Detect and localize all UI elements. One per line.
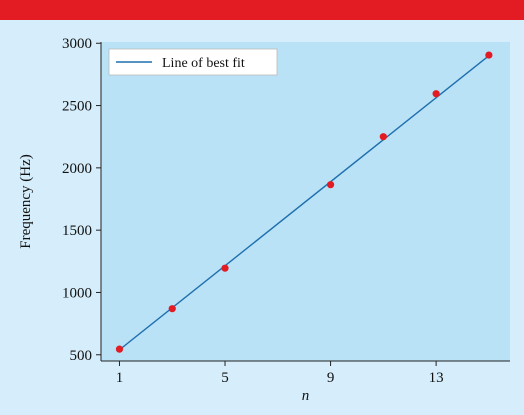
header-accent-bar <box>0 0 524 20</box>
y-tick-label: 500 <box>70 348 93 364</box>
x-tick-label: 1 <box>116 370 124 386</box>
y-tick-label: 2500 <box>62 99 92 115</box>
data-points <box>115 51 493 353</box>
legend-box <box>108 48 278 76</box>
axes: 500 1000 1500 2000 2500 3000 1 5 9 13 <box>62 36 510 386</box>
y-tick-label: 1000 <box>62 285 92 301</box>
x-axis-title: n <box>302 388 310 404</box>
y-axis-title: Frequency (Hz) <box>18 154 34 249</box>
data-point <box>168 305 176 313</box>
y-tick-label: 1500 <box>62 223 92 239</box>
data-point <box>326 181 335 189</box>
data-point <box>221 264 229 272</box>
best-fit-line <box>119 55 490 351</box>
data-point <box>485 51 493 59</box>
y-tick-label: 2000 <box>62 161 92 177</box>
y-tick-label: 3000 <box>62 36 92 52</box>
x-tick-label: 9 <box>327 370 335 386</box>
x-tick-label: 13 <box>429 370 444 386</box>
data-point <box>432 90 440 98</box>
data-point <box>115 345 124 353</box>
legend-label: Line of best fit <box>162 56 245 71</box>
x-tick-label: 5 <box>221 370 229 386</box>
data-point <box>379 133 387 141</box>
legend: Line of best fit <box>108 48 278 76</box>
